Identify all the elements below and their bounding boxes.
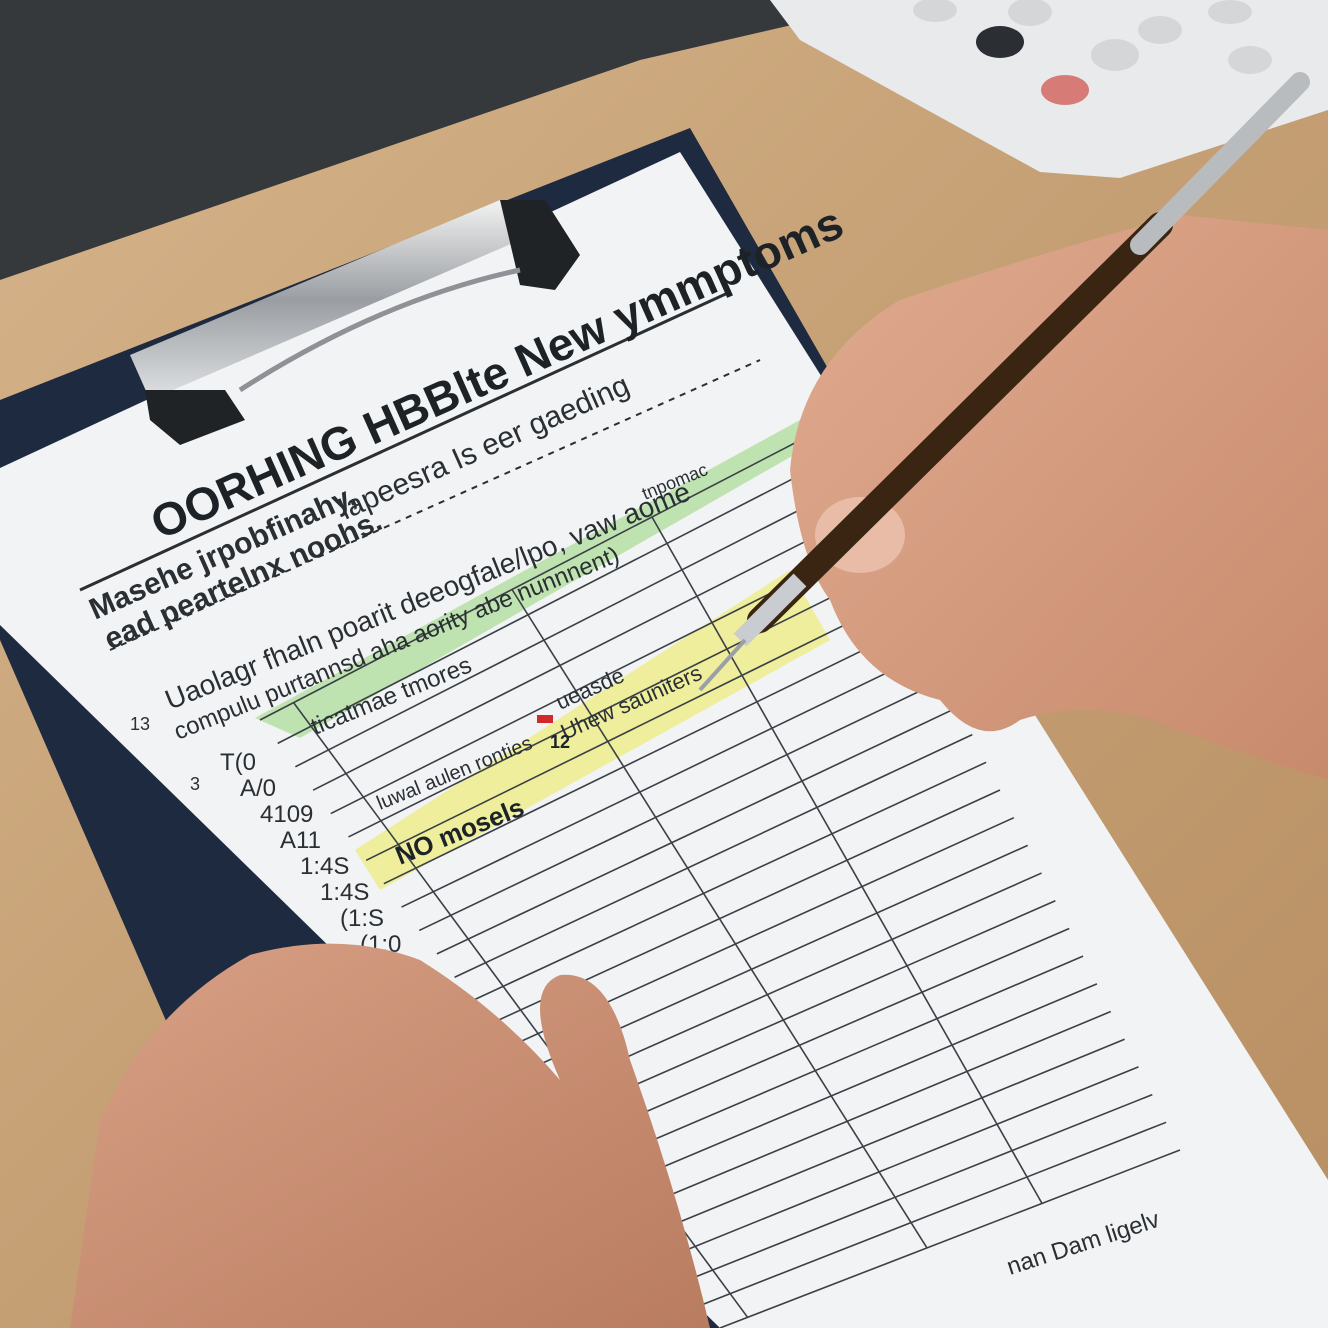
left-number: (1:S [340,905,384,932]
left-hand [70,943,710,1328]
table-row-line [666,1066,1139,1259]
table-column-line [511,589,928,1249]
table-row-line [560,900,1056,1119]
form-table-grid [259,429,1181,1328]
table-row-line [471,761,987,1002]
row-number: 3 [190,774,200,794]
cell-mark: 12 [550,732,570,752]
right-hand [790,215,1328,780]
table-row-line [684,1093,1153,1282]
left-number: 1:4S [320,879,369,906]
table-row-line [631,1010,1112,1212]
clipboard-clip [130,200,580,445]
left-number: A11 [280,827,321,854]
table-column-line [651,516,1043,1204]
dark-background [0,0,900,280]
red-mark [537,715,553,723]
paper-form [0,152,1328,1328]
left-number: T(0 [220,749,256,776]
table-row-line [454,733,973,978]
table-row-line [277,456,835,745]
table-row-line [436,706,959,955]
table-row-line [348,567,890,838]
table-row-line [259,429,821,721]
row-number: 13 [130,714,150,734]
calculator [770,0,1328,178]
table-row-line [295,484,849,768]
table-row-line [702,1121,1167,1306]
left-number: 1:4S [300,853,349,880]
section-rule [109,359,761,651]
left-number: A/0 [240,775,276,802]
header-rule [79,290,731,592]
table-row-line [365,595,904,862]
table-row-line [418,678,945,932]
table-row-line [719,1149,1181,1328]
green-highlight-band [255,420,820,738]
table-row-line [595,955,1084,1166]
table-row-line [648,1038,1125,1236]
table-row-line [578,927,1070,1142]
left-number: 4109 [260,801,313,828]
table-row-line [613,983,1098,1189]
table-row-line [383,623,918,885]
table-row-line [312,512,862,791]
yellow-highlight-band [355,570,830,890]
table-row-line [401,650,932,908]
pen [698,72,1310,692]
